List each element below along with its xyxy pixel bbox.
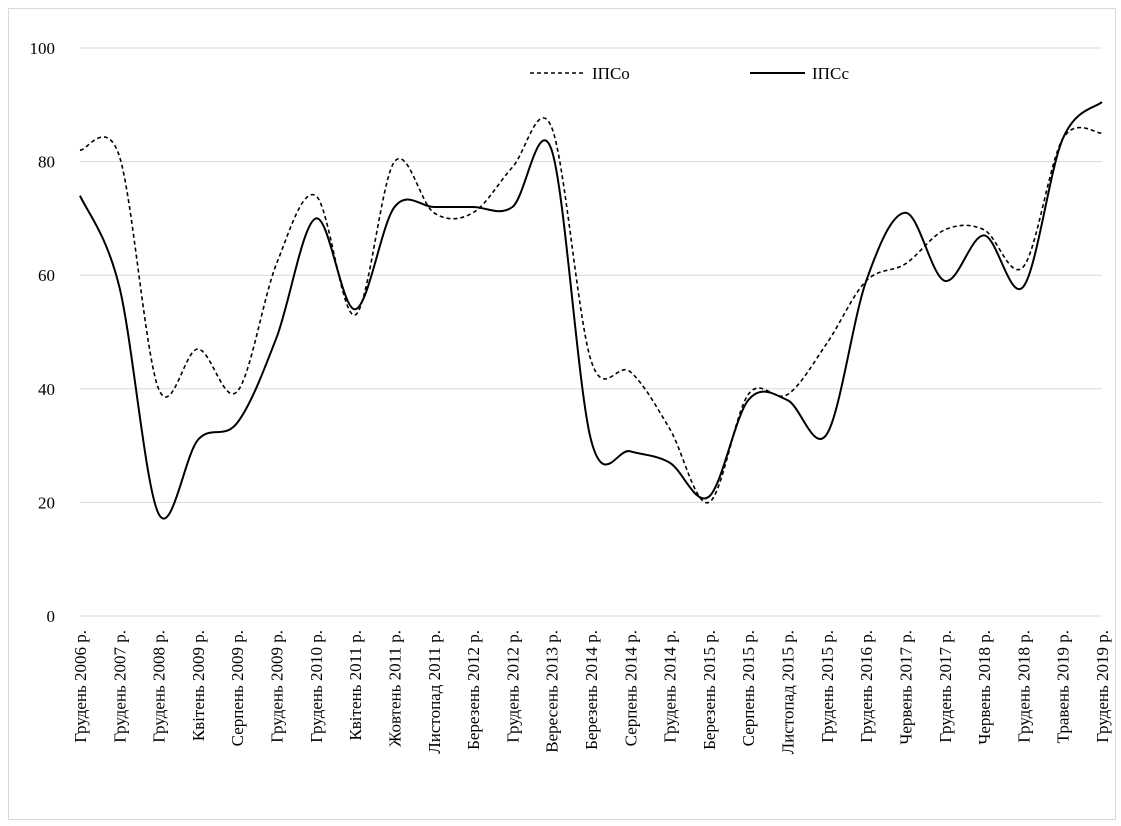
x-tick-label: Листопад 2015 р. bbox=[779, 630, 798, 754]
x-tick-label: Грудень 2016 р. bbox=[857, 630, 876, 743]
x-tick-label: Березень 2012 р. bbox=[464, 630, 483, 750]
x-tick-label: Грудень 2014 р. bbox=[661, 630, 680, 743]
x-tick-label: Грудень 2012 р. bbox=[503, 630, 522, 743]
y-tick-label: 20 bbox=[38, 493, 55, 512]
x-tick-label: Серпень 2015 р. bbox=[739, 630, 758, 746]
x-tick-label: Грудень 2006 р. bbox=[71, 630, 90, 743]
x-axis-ticks: Грудень 2006 р. Грудень 2007 р. Грудень 20… bbox=[71, 630, 1112, 754]
x-tick-label: Грудень 2019 р. bbox=[1093, 630, 1112, 743]
y-tick-label: 40 bbox=[38, 380, 55, 399]
legend: ІПСо ІПСс bbox=[530, 64, 849, 83]
x-tick-label: Грудень 2010 р. bbox=[307, 630, 326, 743]
y-tick-label: 100 bbox=[30, 39, 56, 58]
x-tick-label: Грудень 2009 р. bbox=[268, 630, 287, 743]
y-axis-ticks: 0 20 40 60 80 100 bbox=[30, 39, 56, 626]
x-tick-label: Березень 2014 р. bbox=[582, 630, 601, 750]
x-tick-label: Грудень 2015 р. bbox=[818, 630, 837, 743]
x-tick-label: Грудень 2008 р. bbox=[150, 630, 169, 743]
x-tick-label: Грудень 2007 р. bbox=[110, 630, 129, 743]
series-lines bbox=[79, 101, 1103, 520]
x-tick-label: Листопад 2011 р. bbox=[425, 630, 444, 754]
x-tick-label: Вересень 2013 р. bbox=[543, 630, 562, 753]
x-tick-label: Квітень 2009 р. bbox=[189, 630, 208, 741]
x-tick-label: Березень 2015 р. bbox=[700, 630, 719, 750]
chart-frame bbox=[8, 8, 1116, 820]
legend-label: ІПСс bbox=[812, 64, 849, 83]
x-tick-label: Квітень 2011 р. bbox=[346, 630, 365, 741]
x-tick-label: Червень 2018 р. bbox=[975, 630, 994, 745]
y-tick-label: 0 bbox=[47, 607, 56, 626]
legend-label: ІПСо bbox=[592, 64, 630, 83]
gridlines bbox=[80, 47, 1102, 617]
series-line bbox=[79, 101, 1103, 520]
y-tick-label: 80 bbox=[38, 153, 55, 172]
x-tick-label: Серпень 2014 р. bbox=[621, 630, 640, 746]
x-tick-label: Червень 2017 р. bbox=[896, 630, 915, 745]
x-tick-label: Серпень 2009 р. bbox=[228, 630, 247, 746]
x-tick-label: Травень 2019 р. bbox=[1054, 630, 1073, 743]
x-tick-label: Грудень 2017 р. bbox=[936, 630, 955, 743]
series-line bbox=[79, 117, 1103, 504]
x-tick-label: Грудень 2018 р. bbox=[1014, 630, 1033, 743]
y-tick-label: 60 bbox=[38, 266, 55, 285]
x-tick-label: Жовтень 2011 р. bbox=[385, 630, 404, 747]
